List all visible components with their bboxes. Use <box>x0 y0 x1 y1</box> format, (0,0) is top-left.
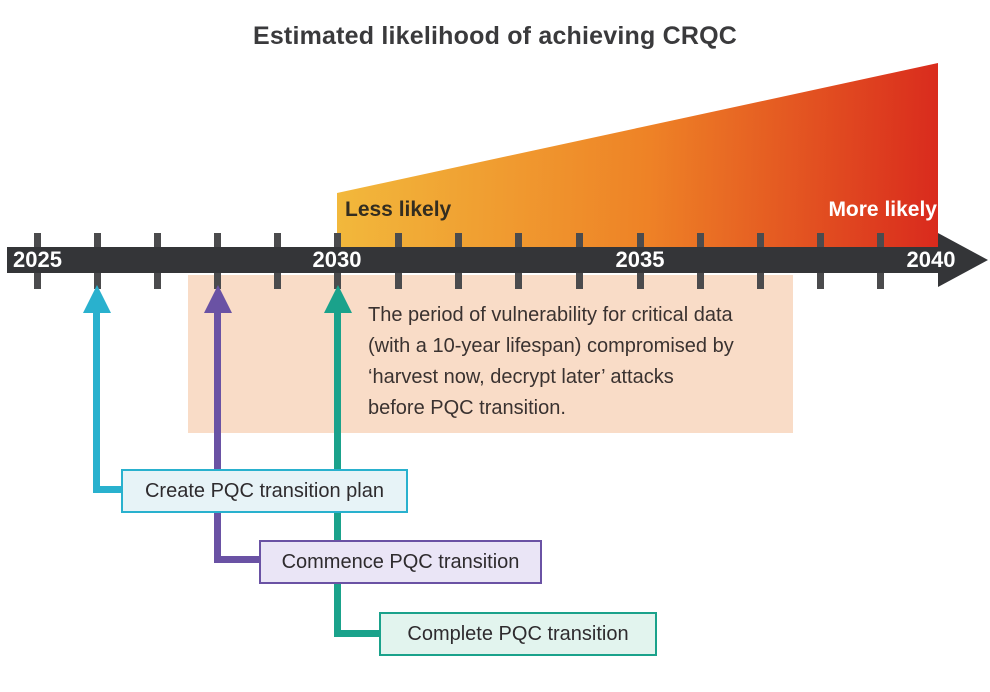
less-likely-label: Less likely <box>345 198 452 221</box>
vulnerability-note-line: ‘harvest now, decrypt later’ attacks <box>368 366 674 388</box>
diagram-title: Estimated likelihood of achieving CRQC <box>252 22 738 50</box>
milestone-box-create-plan: Create PQC transition plan <box>121 469 408 513</box>
year-label-2035: 2035 <box>615 247 665 272</box>
create-plan-arrow-shaft <box>93 310 100 493</box>
year-label-2040: 2040 <box>906 247 956 272</box>
complete-arrow-icon <box>324 285 352 313</box>
vulnerability-period-highlight <box>188 275 793 433</box>
more-likely-label: More likely <box>828 198 937 221</box>
milestone-box-commence: Commence PQC transition <box>259 540 542 584</box>
commence-connector <box>214 556 261 563</box>
create-plan-connector <box>93 486 123 493</box>
commence-arrow-shaft <box>214 310 221 563</box>
vulnerability-note-line: before PQC transition. <box>368 397 566 419</box>
commence-arrow-icon <box>204 285 232 313</box>
year-label-2030: 2030 <box>312 247 362 272</box>
complete-connector <box>334 630 382 637</box>
milestone-label: Commence PQC transition <box>281 550 520 573</box>
vulnerability-note-line: The period of vulnerability for critical… <box>368 304 733 326</box>
timeline-bar <box>7 247 940 273</box>
milestone-label: Complete PQC transition <box>407 622 629 645</box>
milestone-box-complete: Complete PQC transition <box>379 612 657 656</box>
year-label-2025: 2025 <box>13 247 62 272</box>
vulnerability-note-line: (with a 10-year lifespan) compromised by <box>368 335 734 357</box>
vulnerability-note: The period of vulnerability for critical… <box>368 300 734 424</box>
create-plan-arrow-icon <box>83 285 111 313</box>
timeline-arrowhead-icon <box>938 233 988 287</box>
milestone-label: Create PQC transition plan <box>144 479 384 502</box>
